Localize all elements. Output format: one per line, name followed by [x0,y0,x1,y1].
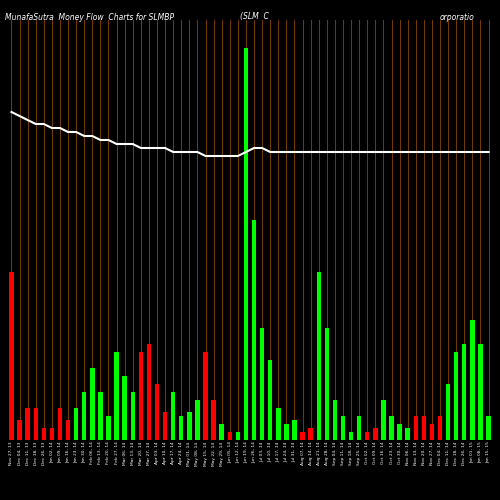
Bar [406,428,410,440]
Bar [155,384,159,440]
Text: orporatio: orporatio [440,12,475,22]
Bar [390,416,394,440]
Bar [373,428,378,440]
Bar [284,424,288,440]
Bar [220,424,224,440]
Bar [332,400,337,440]
Bar [462,344,466,440]
Bar [381,400,386,440]
Bar [90,368,94,440]
Bar [18,420,22,440]
Bar [236,432,240,440]
Bar [341,416,345,440]
Bar [478,344,482,440]
Bar [486,416,491,440]
Text: (SLM  C: (SLM C [240,12,269,22]
Bar [204,352,208,440]
Bar [122,376,127,440]
Bar [349,432,354,440]
Bar [228,432,232,440]
Bar [98,392,102,440]
Bar [179,416,184,440]
Bar [50,428,54,440]
Bar [308,428,313,440]
Bar [276,408,280,440]
Bar [26,408,30,440]
Bar [300,432,305,440]
Bar [66,420,70,440]
Bar [58,408,62,440]
Bar [365,432,370,440]
Text: MunafaSutra  Money Flow  Charts for SLMBP: MunafaSutra Money Flow Charts for SLMBP [5,12,174,22]
Bar [252,220,256,440]
Bar [470,320,474,440]
Bar [446,384,450,440]
Bar [138,352,143,440]
Bar [171,392,175,440]
Bar [82,392,86,440]
Bar [42,428,46,440]
Bar [244,48,248,440]
Bar [34,408,38,440]
Bar [324,328,329,440]
Bar [357,416,362,440]
Bar [398,424,402,440]
Bar [187,412,192,440]
Bar [316,272,321,440]
Bar [106,416,110,440]
Bar [414,416,418,440]
Bar [195,400,200,440]
Bar [212,400,216,440]
Bar [74,408,78,440]
Bar [292,420,296,440]
Bar [260,328,264,440]
Bar [454,352,458,440]
Bar [114,352,119,440]
Bar [430,424,434,440]
Bar [146,344,151,440]
Bar [438,416,442,440]
Bar [9,272,14,440]
Bar [268,360,272,440]
Bar [163,412,168,440]
Bar [422,416,426,440]
Bar [130,392,135,440]
